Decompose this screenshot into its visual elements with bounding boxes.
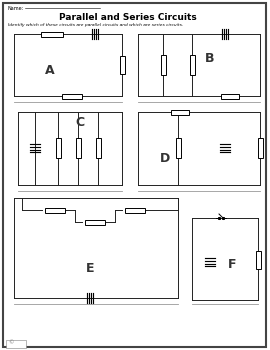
Bar <box>45 208 65 212</box>
Text: B: B <box>205 51 215 64</box>
Text: ©: © <box>8 340 14 345</box>
Bar <box>255 251 261 269</box>
Bar <box>190 55 194 75</box>
Bar <box>96 138 100 158</box>
Text: C: C <box>75 116 85 128</box>
Bar <box>120 56 124 74</box>
Bar <box>41 32 63 36</box>
Bar <box>160 55 166 75</box>
Bar <box>258 138 262 158</box>
Bar <box>62 93 82 98</box>
Bar <box>56 138 60 158</box>
Bar <box>221 93 239 98</box>
Bar <box>6 340 26 348</box>
Bar <box>125 208 145 212</box>
Text: F: F <box>228 259 236 272</box>
Bar <box>85 219 105 224</box>
Text: Name:: Name: <box>8 6 24 10</box>
Text: E: E <box>86 261 94 274</box>
Bar <box>171 110 189 114</box>
Bar <box>176 138 181 158</box>
Text: D: D <box>160 152 170 164</box>
Text: Identify which of these circuits are parallel circuits and which are series circ: Identify which of these circuits are par… <box>8 23 183 27</box>
Bar <box>76 138 80 158</box>
Text: A: A <box>45 63 55 77</box>
Text: Parallel and Series Circuits: Parallel and Series Circuits <box>59 13 197 21</box>
